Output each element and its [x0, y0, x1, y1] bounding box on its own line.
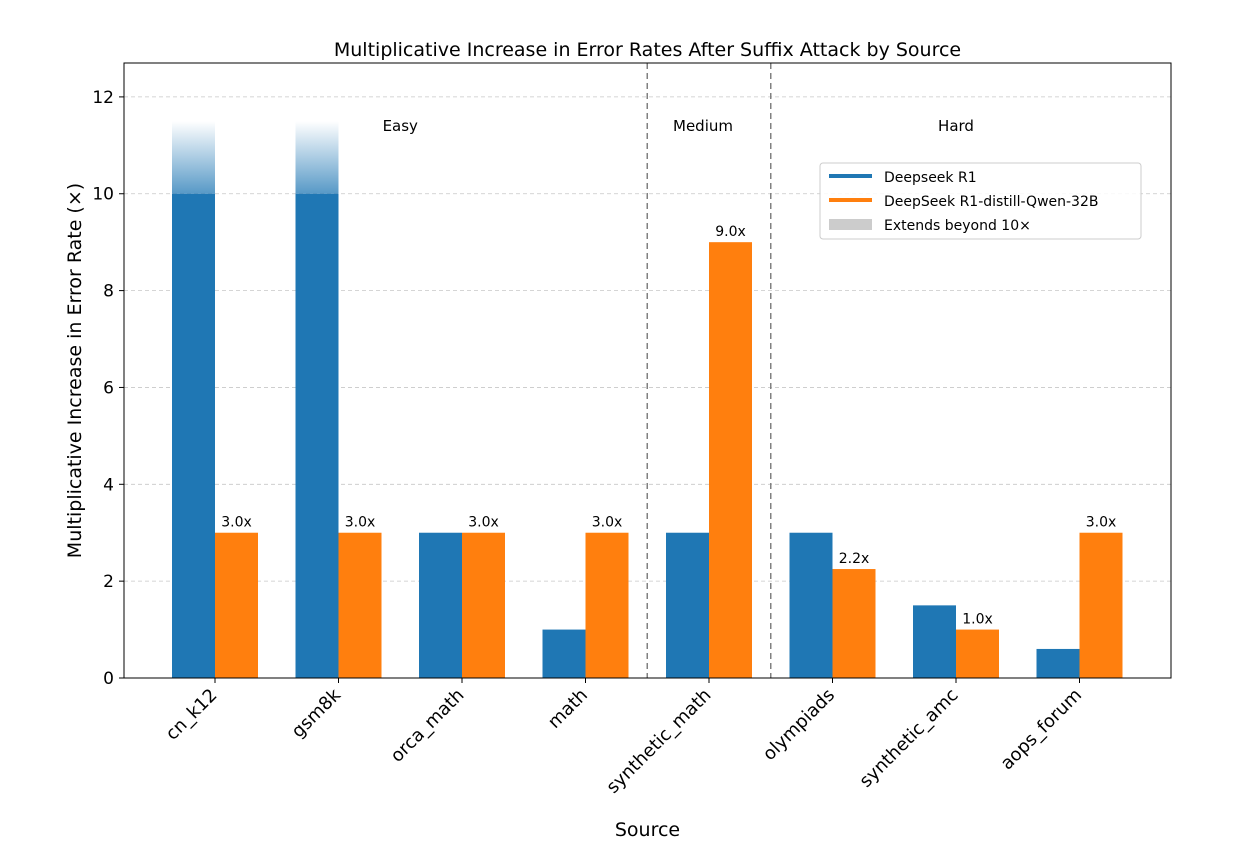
bar-value-label: 1.0x — [962, 612, 993, 628]
legend-swatch-extends — [829, 219, 872, 230]
legend-box — [819, 162, 1142, 240]
bar-deepseek-r1 — [295, 193, 339, 678]
bar-extends-fade — [172, 121, 215, 194]
bar-distill — [1079, 532, 1123, 678]
y-tick-label: 8 — [103, 282, 114, 302]
bar-value-label: 3.0x — [345, 515, 376, 531]
y-tick-label: 2 — [103, 572, 114, 592]
bar-value-label: 3.0x — [1086, 515, 1117, 531]
y-tick-label: 4 — [103, 475, 114, 495]
bar-distill — [832, 569, 876, 678]
legend-label-extends: Extends beyond 10× — [884, 218, 1031, 234]
bar-deepseek-r1 — [1036, 648, 1080, 678]
bar-deepseek-r1 — [666, 532, 709, 678]
bar-distill — [956, 629, 999, 678]
bar-value-label: 3.0x — [468, 515, 499, 531]
bar-distill — [585, 532, 629, 678]
bar-deepseek-r1 — [172, 193, 215, 678]
group-label: Medium — [673, 117, 733, 135]
legend-swatch-distill — [829, 198, 872, 202]
legend-label-deepseek-r1: Deepseek R1 — [884, 170, 977, 186]
y-tick-label: 0 — [103, 669, 114, 689]
bar-deepseek-r1 — [542, 629, 586, 678]
legend: Deepseek R1 DeepSeek R1-distill-Qwen-32B… — [819, 162, 1142, 240]
group-label: Easy — [383, 117, 418, 135]
bar-value-label: 3.0x — [592, 515, 623, 531]
bar-deepseek-r1 — [419, 532, 462, 678]
bar-value-label: 2.2x — [839, 551, 870, 567]
plot-frame — [123, 62, 1172, 679]
bar-deepseek-r1 — [789, 532, 833, 678]
bar-distill — [462, 532, 505, 678]
bar-distill — [215, 532, 258, 678]
legend-swatch-deepseek-r1 — [829, 174, 872, 178]
legend-label-distill: DeepSeek R1-distill-Qwen-32B — [884, 194, 1098, 210]
group-label: Hard — [938, 117, 974, 135]
y-tick-label: 6 — [103, 378, 114, 398]
bar-value-label: 3.0x — [221, 515, 252, 531]
y-tick-label: 10 — [92, 185, 114, 205]
bar-distill — [709, 242, 752, 679]
bar-deepseek-r1 — [913, 605, 956, 678]
y-axis-label: Multiplicative Increase in Error Rate (×… — [64, 183, 86, 558]
chart-title: Multiplicative Increase in Error Rates A… — [334, 39, 961, 61]
bar-distill — [338, 532, 382, 678]
y-tick-label: 12 — [92, 88, 114, 108]
bar-extends-fade — [295, 121, 339, 194]
x-axis-label: Source — [615, 819, 680, 841]
bar-value-label: 9.0x — [715, 224, 746, 240]
